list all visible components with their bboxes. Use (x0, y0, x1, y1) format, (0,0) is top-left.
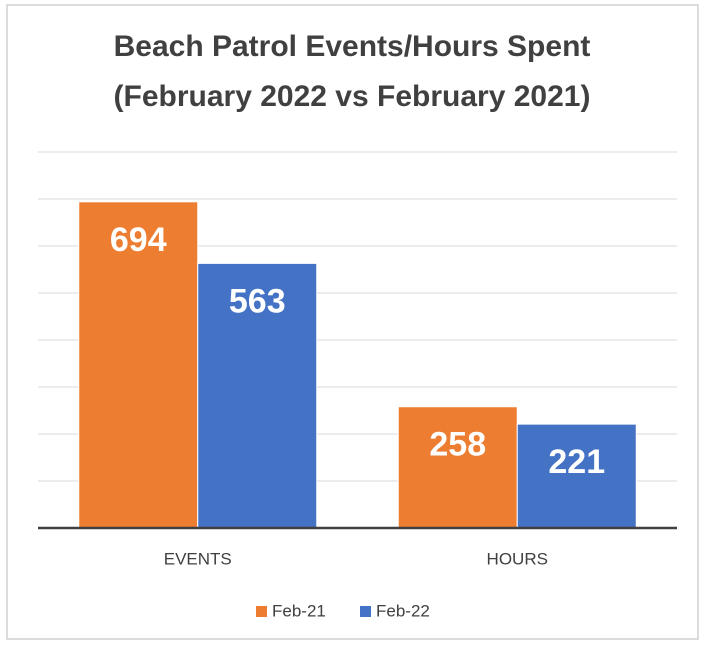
x-tick-label: HOURS (487, 549, 548, 568)
legend-swatch (256, 606, 267, 617)
legend-swatch (360, 606, 371, 617)
data-label: 221 (548, 443, 605, 481)
data-label: 563 (229, 282, 286, 320)
legend-label: Feb-21 (272, 601, 326, 620)
legend-label: Feb-22 (376, 601, 430, 620)
chart-title: Beach Patrol Events/Hours Spent (114, 30, 591, 63)
x-tick-label: EVENTS (164, 549, 232, 568)
data-label: 694 (110, 221, 167, 259)
bar (78, 201, 199, 529)
chart-subtitle: (February 2022 vs February 2021) (114, 80, 591, 113)
data-label: 258 (429, 426, 486, 464)
